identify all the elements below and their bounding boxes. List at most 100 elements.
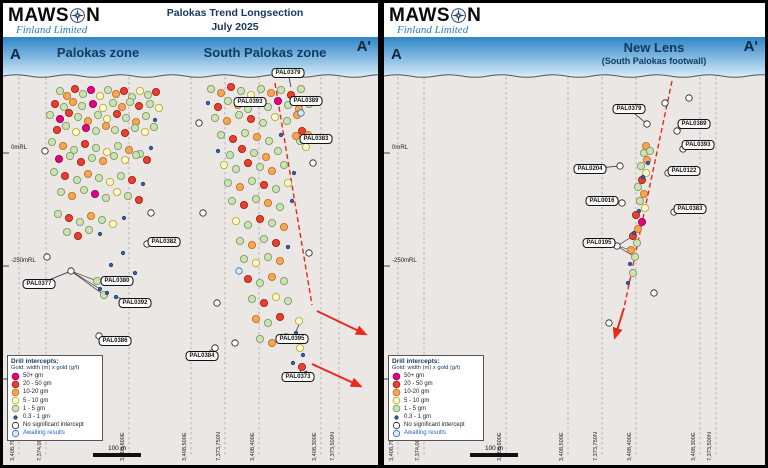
intercept-no-significant-intercept	[650, 289, 658, 297]
intercept-gold-1-5	[66, 151, 75, 160]
intercept-gold-1-5	[296, 85, 305, 94]
legend-item: 5 - 10 gm	[11, 396, 99, 405]
legend-item: 1 - 5 gm	[11, 405, 99, 413]
intercept-gold-1-5	[256, 85, 265, 94]
intercept-gold-1-5	[635, 196, 644, 205]
intercept-gold-20-50	[120, 87, 129, 96]
plot-canvas	[3, 72, 378, 455]
legend-items: 50+ gm 20 - 50 gm 10-20 gm 5 - 10 gm 1 - 5 g…	[392, 372, 480, 438]
intercept-no-significant-intercept	[685, 94, 693, 102]
drill-hole-label: PAL0392	[118, 298, 152, 308]
intercept-gold-5-10	[640, 203, 649, 212]
legend-item-label: 1 - 5 gm	[23, 405, 46, 412]
intercept-gold-1-5	[276, 86, 285, 95]
legend-item-label: No significant intercept	[23, 422, 84, 429]
intercept-no-significant-intercept	[231, 339, 239, 347]
intercept-gold-10-20	[216, 89, 225, 98]
intercept-gold-1-5	[235, 236, 244, 245]
legend-item: 20 - 50 gm	[392, 380, 480, 389]
legend-item-label: 10-20 gm	[23, 389, 49, 396]
intercept-no-significant-intercept	[309, 159, 317, 167]
intercept-gold-1-5	[126, 98, 135, 107]
intercept-gold-1-5	[92, 143, 101, 152]
legend-symbol-gold-03-1	[394, 414, 399, 420]
intercept-gold-1-5	[236, 87, 245, 96]
intercept-gold-1-5	[279, 160, 288, 169]
intercept-gold-50plus	[91, 189, 100, 198]
intercept-gold-10-20	[235, 182, 244, 191]
intercept-no-significant-intercept	[199, 209, 207, 217]
header-band: A A' New Lens (South Palokas footwall)	[384, 37, 765, 75]
legend-item: Awaiting results	[11, 429, 99, 438]
intercept-gold-10-20	[279, 222, 288, 231]
intercept-gold-20-50	[259, 298, 268, 307]
intercept-gold-1-5	[279, 276, 288, 285]
intercept-gold-20-50	[271, 238, 280, 247]
legend-item: 5 - 10 gm	[392, 396, 480, 405]
intercept-gold-5-10	[301, 142, 310, 151]
intercept-gold-1-5	[239, 254, 248, 263]
intercept-gold-50plus	[637, 217, 646, 226]
intercept-gold-5-10	[103, 147, 112, 156]
intercept-gold-1-5	[216, 130, 225, 139]
intercept-gold-5-10	[135, 87, 144, 96]
legend-item: 10-20 gm	[11, 388, 99, 397]
legend-title: Drill intercepts:	[392, 358, 440, 365]
intercept-no-significant-intercept	[605, 319, 613, 327]
coordinate-label: 3,408,500E	[182, 432, 188, 461]
scale-bar-rule	[93, 453, 141, 457]
intercept-gold-20-50	[142, 155, 151, 164]
intercept-gold-1-5	[210, 114, 219, 123]
logo-wordmark: MAWS	[8, 6, 100, 25]
intercept-gold-20-50	[81, 139, 90, 148]
intercept-gold-1-5	[271, 184, 280, 193]
legend-subtitle: Gold: width (m) x gold (g/t)	[392, 365, 461, 371]
intercept-gold-20-50	[65, 213, 74, 222]
intercept-gold-5-10	[113, 187, 122, 196]
zone-label: New Lens	[623, 40, 685, 55]
intercept-gold-1-5	[227, 196, 236, 205]
intercept-gold-20-50	[74, 231, 83, 240]
legend-title: Drill intercepts:	[11, 358, 59, 365]
logo-text-start: MAWS	[389, 5, 451, 26]
intercept-gold-1-5	[50, 167, 59, 176]
intercept-gold-10-20	[222, 117, 231, 126]
legend-symbol-gold-10-20	[392, 388, 401, 397]
drill-hole-label: PAL0122	[667, 166, 701, 176]
header-band: A A' Palokas zone South Palokas zone	[3, 37, 378, 75]
intercept-gold-1-5	[54, 209, 63, 218]
drill-hole-label: PAL0383	[673, 204, 707, 214]
intercept-gold-1-5	[124, 191, 133, 200]
intercept-gold-20-50	[61, 171, 70, 180]
section-marker-a-prime: A'	[743, 38, 758, 55]
drill-hole-label: PAL0389	[289, 96, 323, 106]
legend-symbol-gold-10-20	[11, 388, 20, 397]
drill-hole-label: PAL0379	[612, 104, 646, 114]
logo-wordmark: MAWS	[389, 6, 481, 25]
logo-text-end: N	[467, 5, 482, 26]
intercept-gold-1-5	[92, 127, 101, 136]
coordinate-label: 7,373,750N	[216, 432, 222, 461]
intercept-gold-1-5	[149, 123, 158, 132]
coordinate-label: 3,408,300E	[691, 432, 697, 461]
scale-bar-label: 100 m	[484, 445, 504, 452]
legend-symbol-gold-50plus	[392, 372, 401, 380]
drill-hole-label: PAL0393	[681, 140, 715, 150]
intercept-gold-1-5	[283, 296, 292, 305]
intercept-gold-1-5	[143, 91, 152, 100]
panel-new-lens: A A' New Lens (South Palokas footwall) MA…	[383, 2, 766, 466]
intercept-gold-1-5	[628, 268, 637, 277]
coordinate-label: 3,408,500E	[559, 432, 565, 461]
legend-symbol-gold-1-5	[392, 405, 401, 413]
intercept-gold-1-5	[206, 85, 215, 94]
intercept-gold-1-5	[264, 136, 273, 145]
intercept-gold-20-50	[65, 109, 74, 118]
coordinate-label: 3,408,400E	[250, 432, 256, 461]
intercept-gold-03-1	[148, 145, 154, 151]
intercept-gold-03-1	[631, 230, 637, 236]
intercept-gold-20-50	[237, 144, 246, 153]
intercept-gold-10-20	[125, 145, 134, 154]
intercept-gold-10-20	[247, 240, 256, 249]
intercept-gold-20-50	[71, 85, 80, 94]
